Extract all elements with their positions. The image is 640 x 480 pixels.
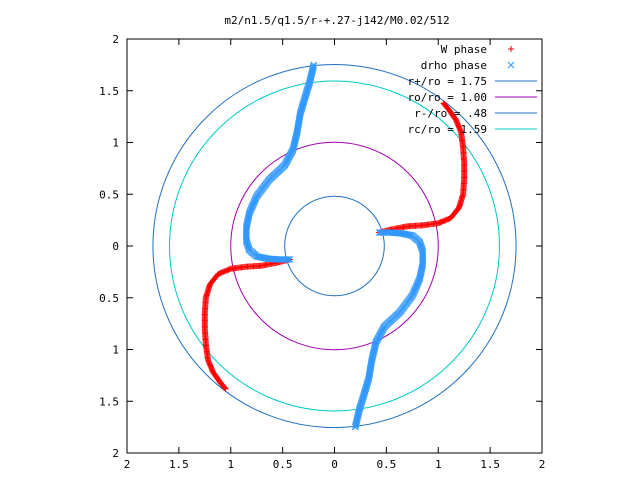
- axis-ticks: 2 1.5 1 0.5 0 0.5 1 1.5 221.510.500.511.52: [99, 33, 545, 471]
- series-drho-phase: [242, 61, 427, 431]
- data-point: [310, 61, 318, 69]
- data-point: [309, 63, 317, 71]
- legend-label: rc/ro = 1.59: [408, 123, 487, 136]
- data-point: [351, 423, 359, 431]
- x-tick-label: 2: [124, 458, 131, 471]
- legend-label: drho phase: [421, 59, 487, 72]
- reference-circle: [152, 63, 517, 429]
- y-tick-label: 1.5: [99, 395, 119, 408]
- y-tick-label: 1: [112, 344, 119, 357]
- y-tick-label: 0.5: [99, 292, 119, 305]
- data-point: [440, 100, 447, 107]
- data-point: [222, 385, 229, 392]
- legend-label: W phase: [441, 43, 487, 56]
- data-point: [352, 421, 360, 429]
- data-point: [441, 101, 448, 108]
- x-tick-label: 1.5: [169, 458, 189, 471]
- x-tick-label: 0.5: [273, 458, 293, 471]
- y-tick-label: 1: [112, 137, 119, 150]
- y-tick-label: 0.5: [99, 188, 119, 201]
- chart-title: m2/n1.5/q1.5/r-+.27-j142/M0.02/512: [224, 14, 449, 27]
- legend-label: r+/ro = 1.75: [408, 75, 487, 88]
- data-point: [310, 62, 317, 70]
- x-tick-label: 2: [539, 458, 546, 471]
- data-point: [407, 232, 415, 239]
- series-layer: [201, 61, 468, 431]
- reference-circle: [169, 80, 500, 412]
- y-tick-label: 2: [112, 447, 119, 460]
- legend-label: r-/ro = .48: [414, 107, 487, 120]
- series-W-phase: [201, 100, 468, 392]
- y-tick-label: 1.5: [99, 85, 119, 98]
- legend-marker: [507, 61, 515, 69]
- x-tick-label: 0: [331, 458, 338, 471]
- data-point: [254, 253, 262, 260]
- reference-circles: [152, 63, 517, 429]
- x-tick-label: 1: [435, 458, 442, 471]
- legend: W phase drho phase r+/ro = 1.75 ro/ro = 1.0…: [408, 43, 537, 136]
- y-tick-label: 2: [112, 33, 119, 46]
- reference-circle: [230, 141, 439, 351]
- legend-label: ro/ro = 1.00: [408, 91, 487, 104]
- data-point: [221, 384, 228, 391]
- data-point: [352, 422, 359, 430]
- x-tick-label: 1: [227, 458, 234, 471]
- y-tick-label: 0: [112, 240, 119, 253]
- reference-circle: [284, 195, 385, 297]
- x-tick-label: 0.5: [376, 458, 396, 471]
- x-tick-label: 1.5: [480, 458, 500, 471]
- legend-marker: [508, 46, 514, 52]
